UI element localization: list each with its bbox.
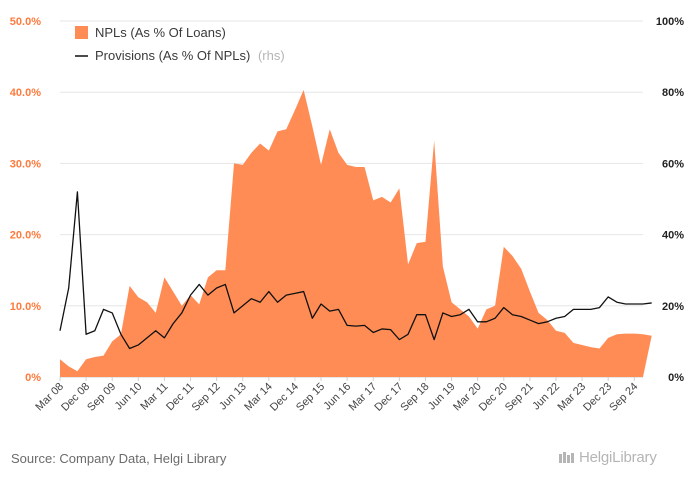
x-tick-label: Sep 15 [294,381,327,414]
logo-text: HelgiLibrary [579,449,657,466]
x-tick-label: Sep 24 [607,381,640,414]
x-tick-label: Sep 18 [398,381,431,414]
legend-label-provisions-suffix: (rhs) [258,48,285,63]
x-tick-label: Mar 11 [138,381,170,413]
npl-area-layer [60,90,652,377]
x-tick-label: Sep 12 [190,381,223,414]
legend-swatch-npl [75,26,88,39]
y-axis-right: 0% 20% 40% 60% 80% 100% [656,16,684,384]
x-tick-label: Jun 10 [113,381,145,413]
x-tick-label: Dec 23 [581,381,614,414]
y-right-tick-label: 0% [668,372,684,384]
y-left-tick-label: 40.0% [10,87,41,99]
library-icon [559,452,574,463]
x-tick-label: Dec 20 [477,381,510,414]
y-left-tick-label: 0% [25,372,41,384]
legend-label-npl: NPLs (As % Of Loans) [95,25,226,40]
provisions-line-layer [59,191,652,350]
y-right-tick-label: 80% [662,87,684,99]
y-left-tick-label: 10.0% [10,301,41,313]
x-tick-label: Dec 14 [268,381,301,414]
y-right-tick-label: 100% [656,16,684,28]
y-left-tick-label: 20.0% [10,230,41,242]
chart: 0% 10.0% 20.0% 30.0% 40.0% 50.0% 0% 20% 40% 60% 8… [10,16,684,414]
x-tick-label: Sep 09 [85,381,118,414]
y-right-tick-label: 60% [662,158,684,170]
y-right-tick-label: 20% [662,301,684,313]
legend-label-provisions-name: Provisions (As % Of NPLs) [95,48,250,63]
provisions-line [59,191,652,350]
legend-label-provisions: Provisions (As % Of NPLs) (rhs) [95,48,285,63]
npl-area [60,90,652,377]
y-right-tick-label: 40% [662,230,684,242]
legend: NPLs (As % Of Loans) Provisions (As % Of… [75,25,285,63]
helgi-library-logo: HelgiLibrary [558,449,657,466]
x-tick-label: Dec 08 [59,381,92,414]
y-axis-left: 0% 10.0% 20.0% 30.0% 40.0% 50.0% [10,16,41,384]
y-left-tick-label: 50.0% [10,16,41,28]
y-left-tick-label: 30.0% [10,158,41,170]
x-tick-label: Sep 21 [503,381,536,414]
source-note: Source: Company Data, Helgi Library [11,451,227,466]
x-tick-label: Dec 17 [372,381,405,414]
